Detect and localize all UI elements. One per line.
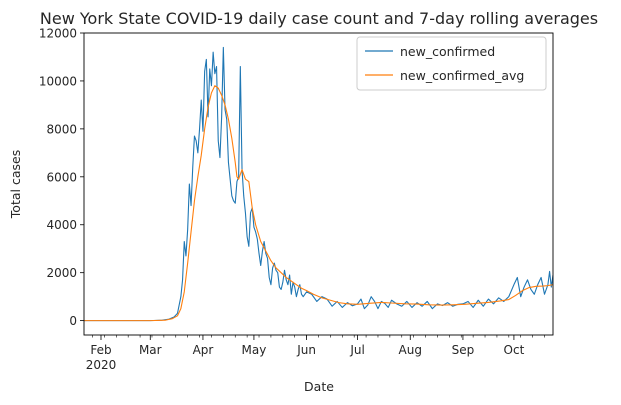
- y-axis-ticks: 0 2000 4000 6000 8000 10000 12000: [39, 27, 84, 328]
- x-tick-label: May: [242, 343, 267, 357]
- legend-label-new-confirmed: new_confirmed: [400, 44, 495, 59]
- x-tick-year-label: 2020: [86, 358, 117, 372]
- x-tick-label: Sep: [452, 343, 475, 357]
- x-tick-label: Feb: [90, 343, 111, 357]
- plot-area-frame: [83, 32, 554, 336]
- legend-label-new-confirmed-avg: new_confirmed_avg: [400, 68, 524, 83]
- x-tick-label: Jun: [296, 343, 316, 357]
- y-tick-label: 2000: [46, 266, 77, 280]
- y-tick-label: 6000: [46, 170, 77, 184]
- y-tick-label: 10000: [39, 74, 77, 88]
- x-tick-label: Jul: [349, 343, 364, 357]
- x-tick-label: Apr: [193, 343, 214, 357]
- x-tick-label: Oct: [504, 343, 525, 357]
- y-tick-label: 12000: [39, 27, 77, 41]
- legend: new_confirmed new_confirmed_avg: [356, 36, 547, 91]
- y-axis-label: Total cases: [8, 150, 23, 219]
- y-tick-label: 0: [69, 314, 77, 328]
- legend-box: [356, 36, 547, 91]
- series-line-new-confirmed-avg: [84, 85, 553, 322]
- x-tick-label: Aug: [399, 343, 422, 357]
- series-lines: [84, 46, 553, 322]
- y-tick-label: 4000: [46, 218, 77, 232]
- y-tick-label: 8000: [46, 122, 77, 136]
- x-axis-label: Date: [304, 379, 334, 394]
- x-tick-label: Mar: [139, 343, 162, 357]
- chart-title: New York State COVID-19 daily case count…: [40, 9, 598, 28]
